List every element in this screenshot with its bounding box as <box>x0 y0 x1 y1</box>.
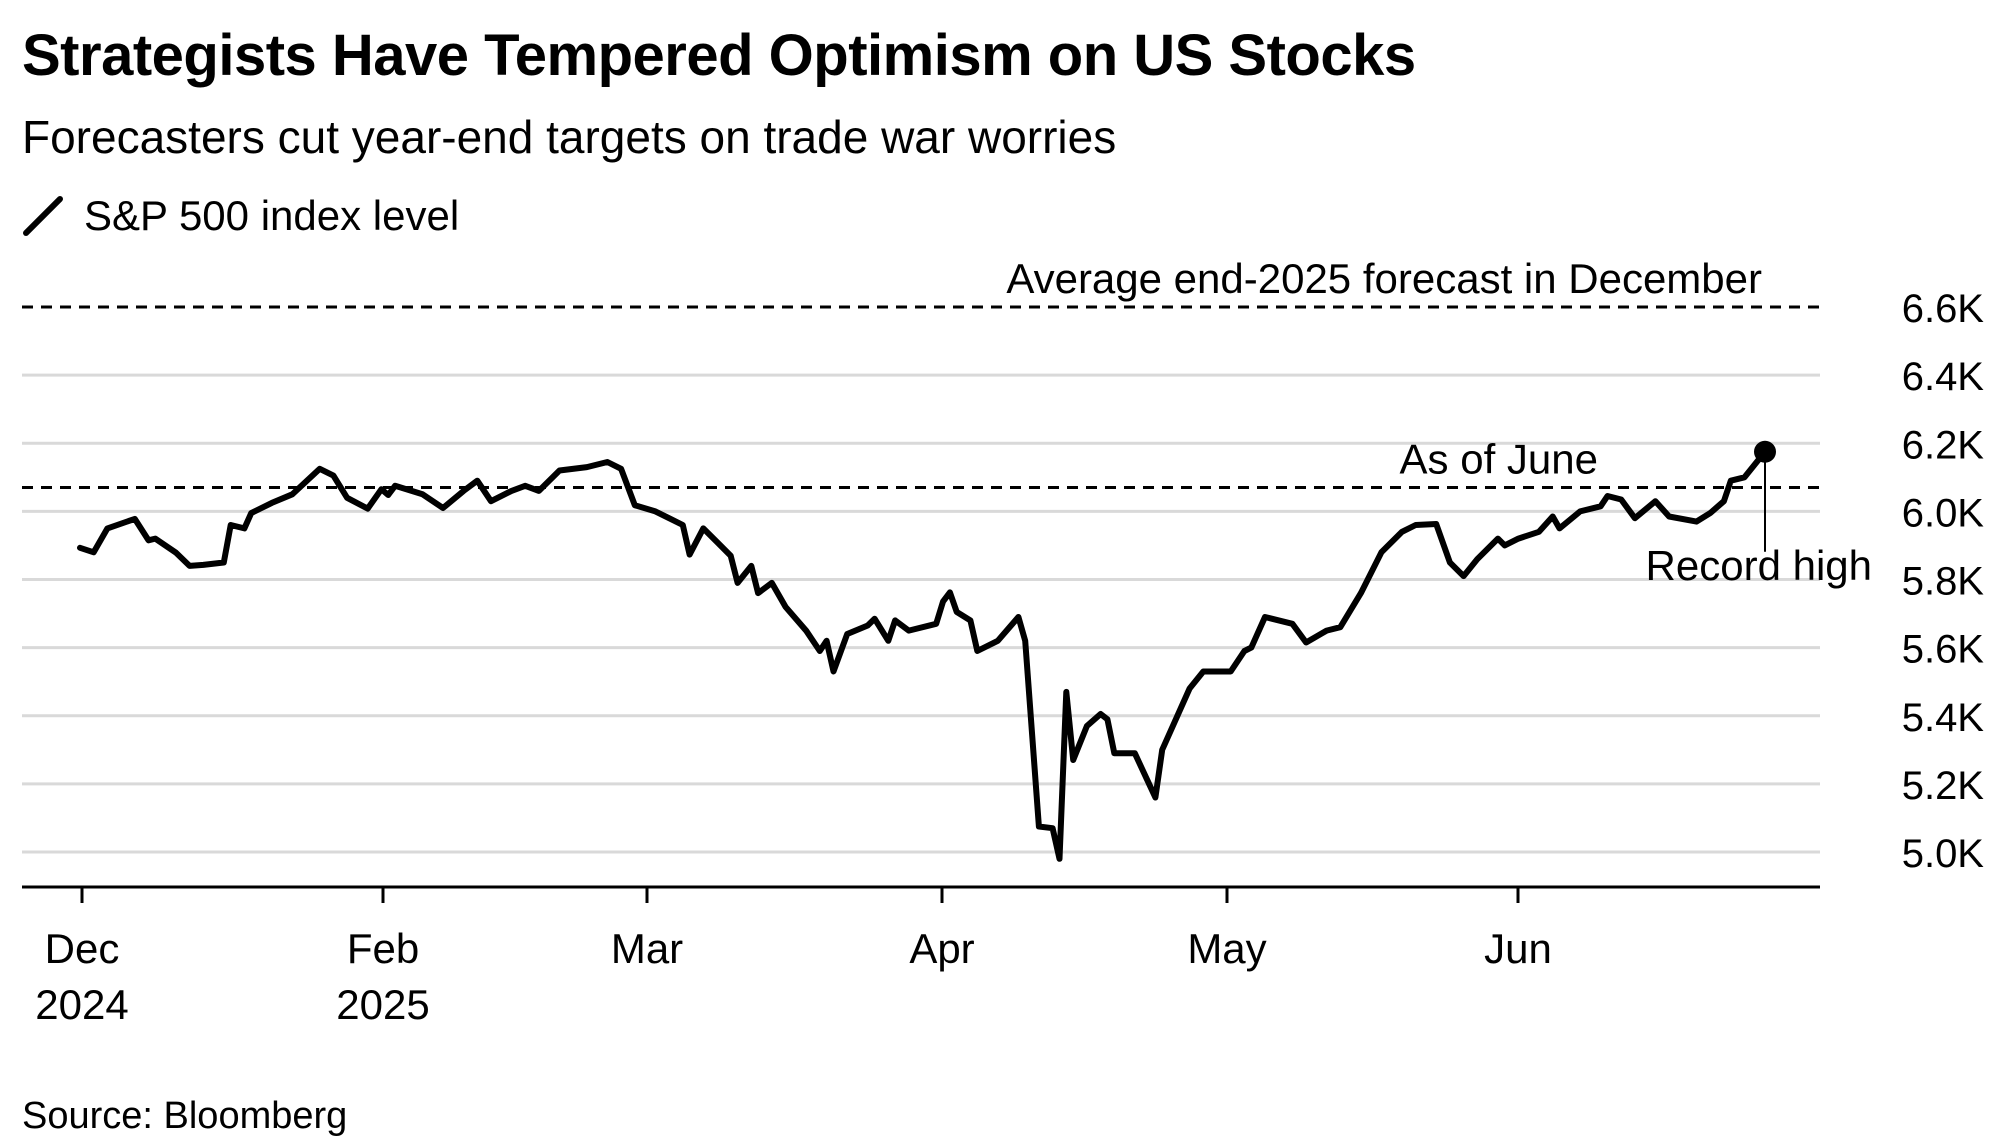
y-tick-label: 6.4K <box>1902 355 1985 399</box>
y-tick-label: 5.8K <box>1902 560 1985 604</box>
x-tick-label: May <box>1187 925 1266 972</box>
x-tick-label: Mar <box>611 925 683 972</box>
line-chart: Average end-2025 forecast in December As … <box>22 255 1985 1028</box>
x-axis: Dec 2024 Feb 2025 Mar Apr May Jun <box>22 885 1820 1028</box>
reference-line-label: As of June <box>1400 436 1598 483</box>
y-tick-label: 6.2K <box>1902 423 1985 467</box>
y-tick-label: 5.4K <box>1902 696 1985 740</box>
x-tick-label: Feb <box>347 925 419 972</box>
grid-lines <box>22 373 1820 854</box>
chart-subtitle: Forecasters cut year-end targets on trad… <box>22 111 1117 163</box>
reference-lines: Average end-2025 forecast in December As … <box>22 255 1820 490</box>
chart-title: Strategists Have Tempered Optimism on US… <box>22 23 1416 88</box>
y-axis: 5.0K 5.2K 5.4K 5.6K 5.8K 6.0K 6.2K 6.4K 6.6K <box>1902 287 1985 876</box>
legend: S&P 500 index level <box>22 192 459 240</box>
x-tick-label: Dec <box>45 925 120 972</box>
x-tick-label: Apr <box>909 925 974 972</box>
series-line-sp500 <box>77 448 1768 862</box>
y-tick-label: 5.2K <box>1902 764 1985 808</box>
series <box>77 448 1768 862</box>
x-tick-label: Jun <box>1484 925 1552 972</box>
y-tick-label: 5.6K <box>1902 628 1985 672</box>
legend-line-icon <box>23 196 63 236</box>
annotation-label: Record high <box>1646 542 1872 589</box>
x-tick-sublabel: 2025 <box>336 981 429 1028</box>
y-tick-label: 6.6K <box>1902 287 1985 331</box>
y-tick-label: 6.0K <box>1902 491 1985 535</box>
source-note: Source: Bloomberg <box>22 1095 348 1137</box>
legend-label: S&P 500 index level <box>84 192 460 239</box>
reference-line-label: Average end-2025 forecast in December <box>1006 255 1762 302</box>
x-tick-sublabel: 2024 <box>35 981 128 1028</box>
record-high-marker <box>1754 440 1776 463</box>
y-tick-label: 5.0K <box>1902 832 1985 876</box>
annotations: Record high <box>1646 440 1872 589</box>
